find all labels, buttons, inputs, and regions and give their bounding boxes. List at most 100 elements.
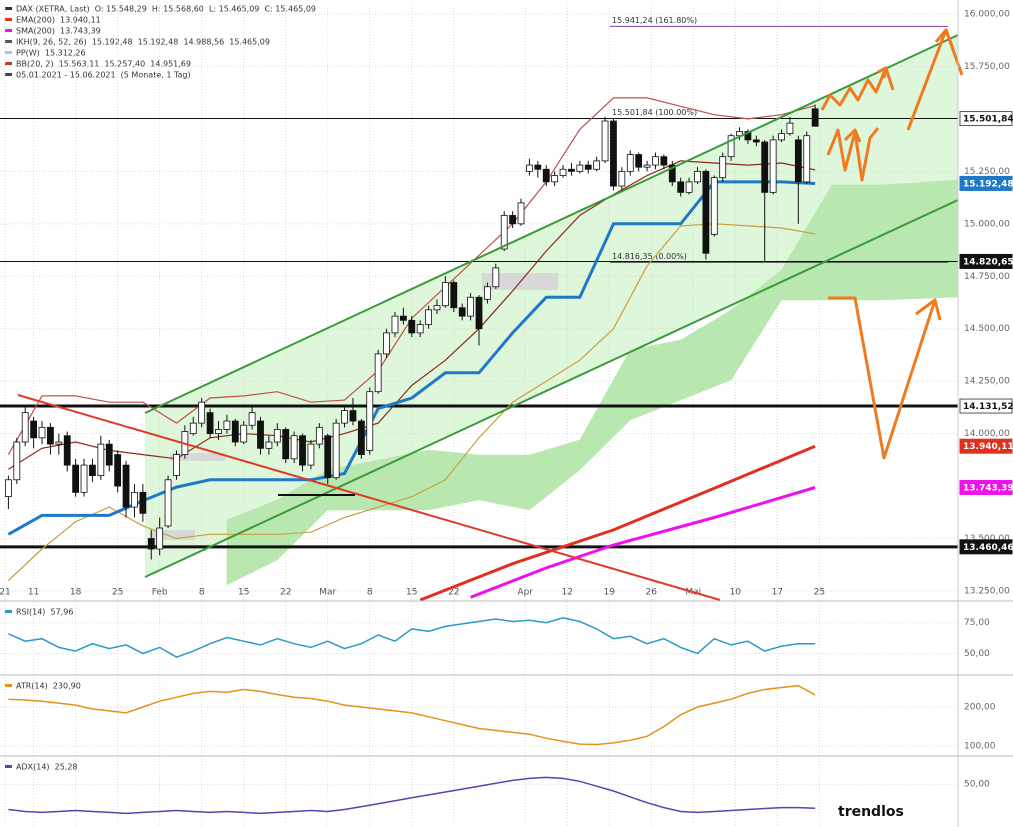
candle-body <box>677 181 685 193</box>
candle-body <box>652 156 659 166</box>
candle-body <box>719 156 727 179</box>
price-label: 13.743,39 <box>963 483 1013 493</box>
candle-body <box>534 164 542 170</box>
indicator-title: RSI(14) 57,96 <box>16 608 73 617</box>
candle-body <box>383 332 390 355</box>
scenario-arrows <box>820 28 964 460</box>
legend-text: DAX (XETRA, Last) O: 15.548,29 H: 15.568… <box>16 5 316 14</box>
candle-body <box>727 135 735 158</box>
candle-body <box>63 435 71 466</box>
candle-body <box>206 412 214 435</box>
legend-swatch <box>5 18 12 21</box>
candle-body <box>568 168 575 172</box>
price-label: 13.460,46 <box>963 543 1013 553</box>
legend-swatch <box>5 73 12 76</box>
x-tick-label: 25 <box>814 588 825 598</box>
y-tick-label: 13.250,00 <box>964 586 1010 596</box>
legend-text: BB(20, 2) 15.563,11 15.257,40 14.951,69 <box>16 60 191 69</box>
y-tick-label: 14.500,00 <box>964 324 1010 334</box>
y-tick-label: 13.500,00 <box>964 534 1010 544</box>
legend-swatch <box>5 7 12 10</box>
legend-swatch <box>5 40 12 43</box>
price-label-box <box>959 479 1013 495</box>
gap-box <box>150 530 195 540</box>
x-tick-label: Apr <box>517 588 533 598</box>
annotation: trendlos <box>838 804 904 820</box>
candle-body <box>257 420 264 449</box>
candle-body <box>643 164 651 168</box>
y-tick-label: 75,00 <box>964 618 990 628</box>
price-label: 13.940,11 <box>963 442 1013 452</box>
candle-body <box>500 215 508 250</box>
y-tick-label: 200,00 <box>964 703 996 713</box>
x-tick-label: 22 <box>280 588 291 598</box>
indicator-swatch <box>5 765 12 768</box>
candle-body <box>761 141 769 193</box>
candle-body <box>794 139 802 183</box>
candle-body <box>240 424 248 443</box>
candle-body <box>231 420 239 443</box>
candle-body <box>5 479 12 497</box>
legend-text: IKH(9, 26, 52, 26) 15.192,48 15.192,48 1… <box>16 38 270 47</box>
y-tick-label: 50,00 <box>964 649 990 659</box>
candle-body <box>282 429 290 460</box>
candle-body <box>685 181 693 193</box>
price-label: 15.501,84 <box>963 115 1013 125</box>
plot: DAX (XETRA, Last) O: 15.548,29 H: 15.568… <box>0 5 1013 827</box>
candle-body <box>610 120 617 187</box>
x-tick-label: 12 <box>562 588 573 598</box>
candle-body <box>769 139 777 193</box>
candle-body <box>290 435 298 460</box>
candle-body <box>47 426 54 445</box>
candle-body <box>626 154 634 172</box>
candle-body <box>248 412 256 426</box>
arrow <box>820 66 895 111</box>
ichimoku-cloud <box>882 179 959 301</box>
arrow-head <box>915 298 942 321</box>
x-tick-label: 11 <box>28 588 39 598</box>
candle-body <box>450 282 458 309</box>
candle-body <box>21 412 29 443</box>
candle-body <box>341 410 348 424</box>
x-tick-label: 26 <box>646 588 658 598</box>
legend-swatch <box>5 29 12 32</box>
candle-body <box>551 175 559 183</box>
channel-fill <box>145 35 958 577</box>
indicator-swatch <box>5 684 12 687</box>
candle-body <box>324 435 332 479</box>
candle-body <box>618 170 626 187</box>
candle-body <box>484 286 491 300</box>
candle-body <box>307 443 315 466</box>
candle-body <box>139 491 147 514</box>
price-label: 14.131,52 <box>963 402 1013 412</box>
x-tick-label: 25 <box>112 588 123 598</box>
channel-line <box>144 199 959 578</box>
indicator-line <box>7 223 816 581</box>
candle-body <box>72 464 80 493</box>
candle-body <box>30 420 38 439</box>
x-tick-label: 8 <box>199 588 205 598</box>
candle-body <box>114 454 122 487</box>
candle-body <box>273 429 281 443</box>
price-label-box <box>959 253 1013 269</box>
indicator-line <box>419 444 816 602</box>
candle-body <box>189 422 197 435</box>
x-tick-label: 21 <box>0 588 11 598</box>
candle-body <box>559 168 567 176</box>
candle-body <box>635 154 643 168</box>
indicator-swatch <box>5 610 12 613</box>
arrow <box>828 296 937 460</box>
candle-body <box>542 168 550 183</box>
x-tick-label: 18 <box>70 588 82 598</box>
candle-body <box>173 454 180 476</box>
x-tick-label: 15 <box>238 588 249 598</box>
candle-body <box>55 441 63 445</box>
candle-body <box>526 164 533 172</box>
candle-body <box>357 420 365 456</box>
candle-body <box>778 133 785 141</box>
candle-body <box>601 120 609 162</box>
price-label-box <box>959 398 1013 414</box>
candle-body <box>811 108 819 127</box>
price-label-box <box>959 539 1013 555</box>
